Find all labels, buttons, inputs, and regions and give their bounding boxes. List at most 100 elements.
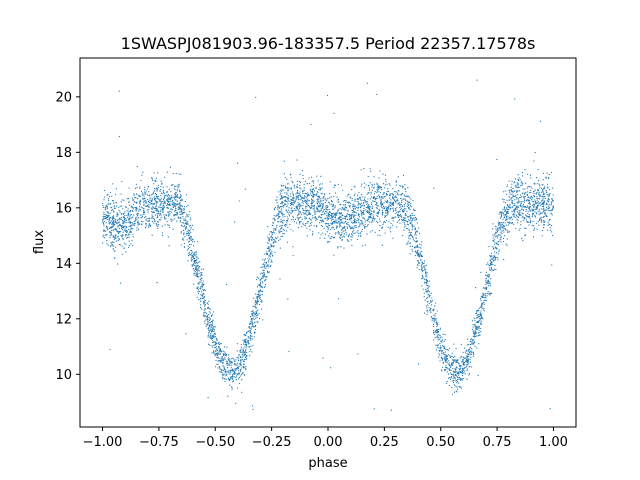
data-point (336, 211, 339, 213)
data-point (405, 208, 407, 210)
data-point (452, 364, 454, 366)
data-point (145, 223, 147, 225)
data-point (232, 369, 234, 371)
data-point (326, 206, 328, 208)
data-point (284, 186, 287, 188)
data-point (172, 205, 174, 207)
data-point (260, 298, 262, 300)
data-point (547, 224, 549, 227)
data-point (405, 190, 407, 193)
data-point (540, 212, 542, 214)
data-point (410, 198, 412, 200)
data-point (115, 222, 118, 224)
data-point (484, 274, 487, 276)
data-point (163, 193, 165, 195)
data-point (321, 183, 324, 185)
data-point (257, 293, 260, 296)
data-point (270, 259, 272, 261)
data-point (537, 198, 539, 200)
data-point (281, 235, 283, 237)
data-point (191, 255, 193, 257)
data-point (297, 196, 299, 198)
data-point (263, 267, 265, 269)
data-point (165, 199, 168, 201)
data-point (292, 194, 294, 196)
data-point (305, 193, 308, 195)
data-point (491, 270, 493, 272)
data-point (197, 291, 199, 293)
data-point (312, 205, 314, 207)
data-point (113, 236, 115, 238)
data-point (158, 219, 161, 221)
data-point (538, 191, 540, 194)
data-point (143, 211, 145, 213)
data-point (176, 185, 178, 187)
data-point (521, 184, 523, 186)
data-point (126, 234, 128, 236)
data-point (347, 240, 349, 242)
data-point (207, 303, 209, 305)
data-point (195, 268, 197, 270)
data-point (192, 256, 194, 258)
data-point (184, 200, 187, 203)
data-point (156, 225, 158, 227)
data-point (276, 206, 279, 208)
data-point (105, 222, 107, 224)
data-point (344, 209, 346, 211)
data-point (510, 189, 512, 192)
data-point (184, 228, 187, 230)
data-point (126, 210, 128, 212)
data-point (550, 210, 552, 212)
data-point (416, 264, 419, 266)
data-point (517, 222, 519, 224)
data-point (195, 269, 198, 271)
data-point (525, 206, 527, 209)
data-point (546, 194, 548, 196)
data-point (186, 239, 188, 241)
data-point (425, 275, 427, 277)
data-point (540, 208, 542, 210)
data-point (197, 282, 199, 284)
data-point (297, 204, 299, 206)
data-point (546, 183, 549, 185)
data-point (342, 230, 344, 232)
data-point (286, 216, 288, 218)
data-point (531, 204, 534, 206)
data-point (233, 370, 235, 372)
data-point (310, 192, 312, 194)
data-point (234, 360, 236, 363)
data-point (130, 206, 132, 208)
data-point (128, 210, 130, 212)
data-point (159, 203, 162, 205)
data-point (441, 341, 443, 343)
data-point (386, 183, 388, 185)
data-point (370, 202, 373, 204)
data-point (191, 259, 193, 261)
data-point (101, 242, 104, 244)
data-point (357, 204, 359, 207)
data-point (442, 362, 444, 365)
data-point (316, 206, 318, 208)
data-point (160, 217, 162, 219)
data-point (500, 223, 502, 225)
data-point (186, 249, 188, 251)
data-point (443, 340, 445, 342)
data-point (475, 312, 477, 315)
data-point (202, 288, 204, 291)
data-point (334, 216, 336, 218)
data-point (269, 249, 271, 251)
data-point (368, 207, 370, 209)
data-point (358, 216, 361, 218)
data-point (114, 193, 117, 195)
data-point (542, 203, 544, 205)
data-point (323, 203, 325, 205)
data-point (517, 219, 519, 221)
data-point (197, 289, 200, 291)
data-point (503, 191, 505, 193)
data-point (353, 222, 355, 224)
data-point (206, 316, 208, 318)
data-point (270, 261, 272, 263)
data-point (304, 225, 306, 227)
data-point (397, 200, 399, 202)
data-point (396, 226, 398, 228)
